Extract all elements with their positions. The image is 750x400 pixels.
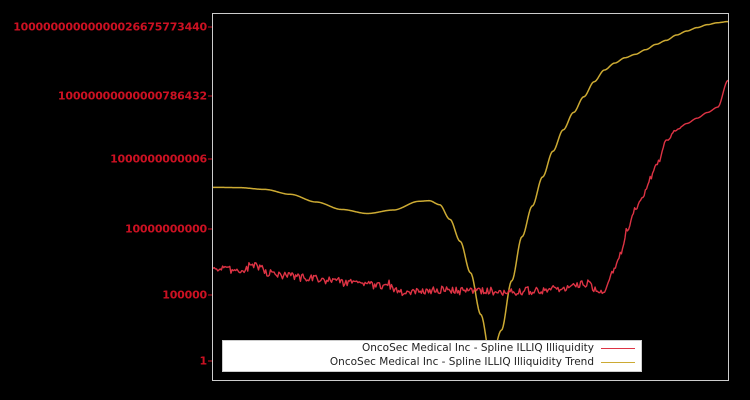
ytick-label-5: 1 xyxy=(199,354,208,368)
legend-entry-trend[interactable]: OncoSec Medical Inc - Spline ILLIQ Illiq… xyxy=(223,355,641,369)
ytick-label-0: 10000000000000026675773440 xyxy=(13,20,207,34)
plot-frame xyxy=(212,13,729,381)
ytick-label-2: 1000000000006 xyxy=(110,152,207,166)
series-line-illiquidity xyxy=(213,79,728,297)
legend-swatch-illiquidity xyxy=(601,347,635,349)
ytick-label-3: 10000000000 xyxy=(125,222,207,236)
ytick-label-1: 10000000000000786432 xyxy=(57,89,207,103)
legend-entry-illiquidity[interactable]: OncoSec Medical Inc - Spline ILLIQ Illiq… xyxy=(223,341,641,355)
legend-swatch-trend xyxy=(601,361,635,363)
chart-legend[interactable]: OncoSec Medical Inc - Spline ILLIQ Illiq… xyxy=(222,340,642,372)
series-line-trend xyxy=(213,20,728,362)
ytick-label-4: 100000 xyxy=(162,288,207,302)
legend-label-trend: OncoSec Medical Inc - Spline ILLIQ Illiq… xyxy=(329,356,594,368)
legend-label-illiquidity: OncoSec Medical Inc - Spline ILLIQ Illiq… xyxy=(361,342,594,354)
ytick-marks xyxy=(208,26,212,362)
